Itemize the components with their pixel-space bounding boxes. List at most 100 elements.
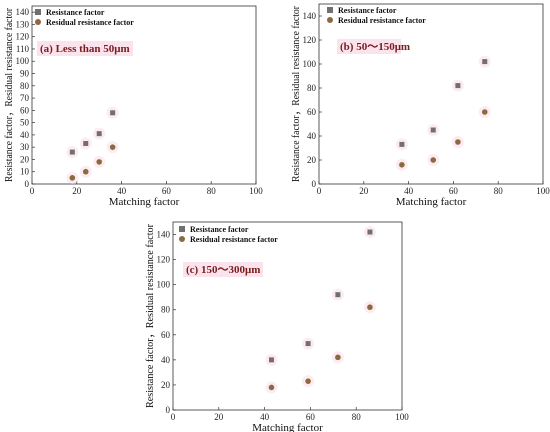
- legend-label: Residual resistance factor: [190, 235, 278, 244]
- y-tick-label: 100: [303, 59, 317, 69]
- x-axis-label: Matching factor: [396, 196, 467, 208]
- y-tick-label: 120: [303, 35, 317, 45]
- x-axis-label: Matching factor: [252, 422, 323, 432]
- y-tick-label: 20: [161, 380, 171, 390]
- data-point-residual-resistance-factor: [96, 159, 102, 165]
- data-point-resistance-factor: [482, 59, 488, 65]
- y-tick-label: 120: [16, 32, 30, 42]
- panel-b: 0 20 40 60 80 100 0 20 40 60 80 100 120 140 Matching f…: [290, 3, 550, 208]
- y-tick-label: 0: [25, 179, 30, 189]
- y-tick-label: 0: [166, 405, 171, 415]
- data-point-residual-resistance-factor: [399, 162, 405, 168]
- x-tick-label: 60: [449, 186, 459, 196]
- x-tick-label: 40: [260, 412, 270, 422]
- panel-label-highlight: [37, 41, 133, 56]
- data-point-resistance-factor: [455, 83, 461, 89]
- x-tick-label: 20: [72, 186, 82, 196]
- y-tick-label: 140: [303, 11, 317, 21]
- y-tick-label: 40: [20, 130, 30, 140]
- x-tick-label: 40: [117, 186, 127, 196]
- y-tick-label: 140: [157, 230, 171, 240]
- y-tick-label: 90: [20, 69, 30, 79]
- data-point-residual-resistance-factor: [69, 175, 76, 181]
- y-tick-label: 40: [161, 355, 171, 365]
- x-tick-label: 100: [536, 186, 550, 196]
- y-tick-label: 30: [20, 142, 30, 152]
- legend-label: Residual resistance factor: [46, 18, 134, 27]
- legend-marker-square: [35, 9, 41, 15]
- panel-label: (c) 150～300μm: [186, 264, 260, 276]
- y-tick-label: 140: [16, 7, 30, 17]
- x-tick-label: 0: [317, 186, 322, 196]
- panel-label-highlight: [183, 262, 263, 277]
- data-point-residual-resistance-factor: [367, 304, 373, 311]
- y-tick-label: 20: [20, 154, 30, 164]
- y-tick-label: 100: [16, 56, 30, 66]
- data-point-residual-resistance-factor: [455, 139, 461, 145]
- legend-label: Resistance factor: [46, 8, 105, 17]
- x-tick-label: 60: [162, 186, 172, 196]
- x-tick-label: 20: [359, 186, 369, 196]
- y-tick-label: 10: [20, 167, 30, 177]
- data-point-resistance-factor: [83, 140, 89, 146]
- x-tick-label: 80: [494, 186, 504, 196]
- data-point-resistance-factor: [335, 292, 341, 298]
- y-tick-label: 60: [20, 105, 30, 115]
- x-axis-label: Matching factor: [109, 196, 180, 208]
- data-point-resistance-factor: [96, 131, 102, 137]
- y-axis-label: Resistance factor，Residual resistance fa…: [144, 224, 156, 408]
- y-tick-label: 100: [157, 280, 171, 290]
- data-point-resistance-factor: [399, 141, 405, 147]
- legend-marker-circle: [35, 19, 41, 25]
- x-tick-label: 100: [395, 412, 409, 422]
- x-tick-label: 0: [171, 412, 176, 422]
- data-point-residual-resistance-factor: [268, 384, 275, 391]
- x-tick-label: 80: [352, 412, 362, 422]
- x-tick-label: 80: [207, 186, 217, 196]
- y-axis-label: Resistance factor，Residual resistance fa…: [290, 6, 302, 182]
- y-tick-label: 60: [307, 107, 317, 117]
- panel-label: (b) 50～150μm: [340, 41, 410, 53]
- plot-frame: [31, 5, 257, 185]
- y-tick-label: 80: [20, 81, 30, 91]
- data-point-resistance-factor: [305, 341, 311, 347]
- data-point-residual-resistance-factor: [481, 109, 488, 115]
- y-tick-label: 0: [312, 179, 317, 189]
- data-point-residual-resistance-factor: [335, 354, 341, 361]
- x-tick-label: 100: [249, 186, 263, 196]
- y-tick-label: 50: [20, 118, 30, 128]
- y-tick-label: 130: [16, 19, 30, 29]
- x-tick-label: 20: [214, 412, 224, 422]
- legend-label: Residual resistance factor: [338, 16, 426, 25]
- y-axis-label: Resistance factor，Residual resistance fa…: [3, 8, 15, 182]
- x-tick-label: 40: [404, 186, 414, 196]
- data-point-residual-resistance-factor: [109, 144, 116, 150]
- y-tick-label: 40: [307, 131, 317, 141]
- y-tick-label: 110: [16, 44, 30, 54]
- y-tick-label: 120: [157, 255, 171, 265]
- plot-frame: [318, 3, 544, 185]
- legend-label: Resistance factor: [190, 225, 249, 234]
- data-point-resistance-factor: [367, 229, 373, 235]
- data-point-resistance-factor: [110, 110, 116, 116]
- legend-marker-circle: [179, 236, 185, 242]
- y-tick-label: 80: [307, 83, 317, 93]
- data-point-residual-resistance-factor: [305, 378, 311, 384]
- y-tick-label: 20: [307, 155, 317, 165]
- y-tick-label: 60: [161, 330, 171, 340]
- legend-marker-square: [327, 7, 333, 13]
- legend-marker-square: [179, 226, 185, 232]
- panel-a: 0 20 40 60 80 1000102030405060708090100110120…: [3, 5, 263, 208]
- legend-label: Resistance factor: [338, 6, 397, 15]
- panel-label: (a) Less than 50μm: [40, 43, 130, 55]
- y-tick-label: 80: [161, 305, 171, 315]
- y-tick-label: 70: [20, 93, 30, 103]
- data-point-residual-resistance-factor: [82, 168, 89, 175]
- panel-label-highlight: [337, 39, 401, 54]
- data-point-resistance-factor: [69, 149, 75, 155]
- data-point-residual-resistance-factor: [430, 157, 437, 163]
- x-tick-label: 0: [30, 186, 35, 196]
- legend-marker-circle: [327, 17, 333, 23]
- x-tick-label: 60: [306, 412, 316, 422]
